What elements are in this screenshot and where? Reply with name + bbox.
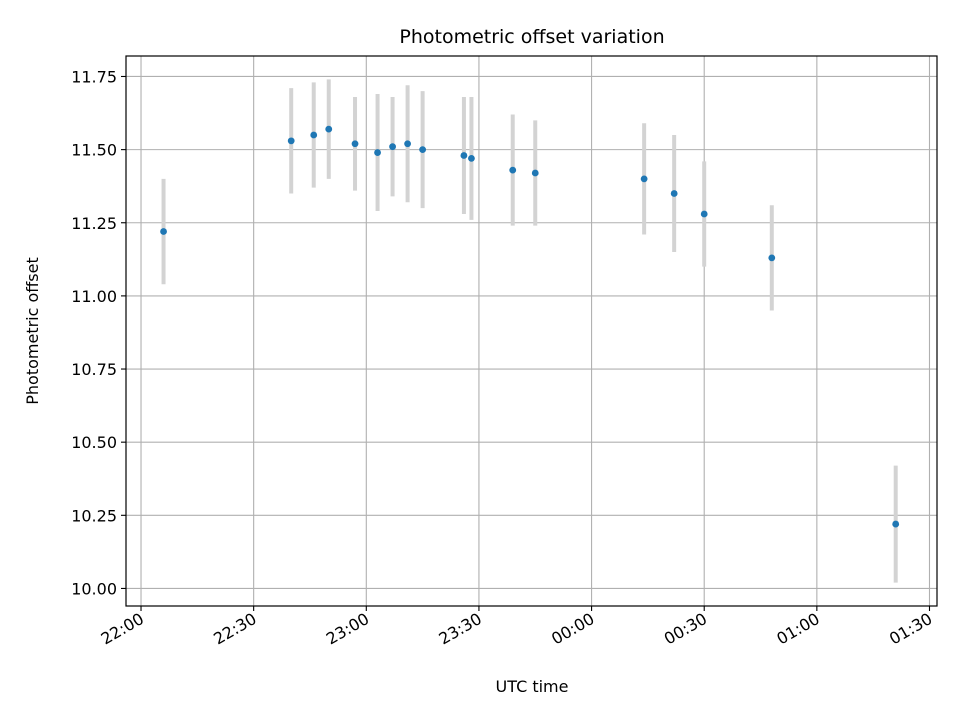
data-point: [389, 143, 396, 151]
y-tick-label: 10.25: [71, 506, 117, 525]
data-points: [160, 125, 900, 528]
data-point: [325, 125, 333, 133]
grid: [126, 56, 937, 606]
x-axis-label: UTC time: [496, 677, 569, 696]
data-point: [700, 210, 708, 218]
y-tick-label: 10.75: [71, 360, 117, 379]
chart-title: Photometric offset variation: [399, 26, 664, 48]
y-axis: 10.00 10.25 10.50 10.75 11.00 11.25 11.50 11.75: [71, 67, 126, 598]
data-point: [768, 254, 776, 262]
data-point: [287, 137, 295, 145]
y-tick-label: 11.00: [71, 287, 117, 306]
data-point: [374, 149, 381, 156]
y-tick-label: 10.00: [71, 579, 117, 598]
plot-frame: [125, 55, 938, 607]
data-point: [460, 152, 468, 159]
data-point: [310, 131, 318, 139]
data-point: [670, 190, 678, 197]
y-tick-label: 11.50: [71, 141, 117, 160]
data-point: [419, 146, 427, 154]
data-point: [531, 169, 539, 177]
data-point: [404, 140, 411, 148]
y-tick-label: 11.75: [71, 67, 117, 86]
data-point: [160, 228, 167, 235]
data-point: [468, 154, 475, 162]
y-axis-label: Photometric offset: [23, 257, 42, 405]
data-point: [351, 140, 359, 148]
y-tick-label: 10.50: [71, 433, 117, 452]
data-point: [640, 175, 648, 183]
y-tick-label: 11.25: [71, 214, 117, 233]
data-point: [509, 166, 517, 174]
data-point: [892, 520, 900, 528]
